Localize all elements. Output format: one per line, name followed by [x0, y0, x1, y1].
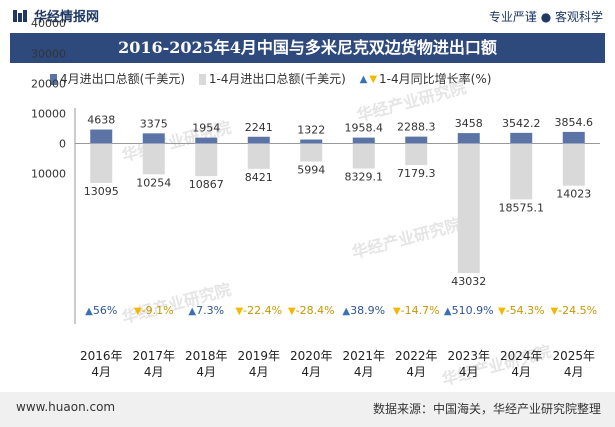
x-tick-label: 4月 [196, 365, 216, 379]
legend-cumulative-swatch [198, 74, 206, 85]
cumulative-bar [510, 143, 533, 200]
april-value-label: 3458 [455, 117, 483, 130]
april-value-label: 2288.3 [397, 121, 436, 134]
april-bar [562, 131, 585, 144]
x-tick-label: 2021年 [342, 349, 385, 363]
april-bar [90, 129, 113, 144]
x-tick-label: 4月 [91, 365, 111, 379]
x-tick-label: 2019年 [237, 349, 280, 363]
cumulative-value-label: 43032 [451, 275, 486, 288]
cumulative-bar [405, 143, 428, 166]
x-tick-label: 4月 [301, 365, 321, 379]
april-value-label: 1958.4 [345, 122, 384, 135]
april-value-label: 3542.2 [502, 117, 541, 130]
legend: 4月进出口总额(千美元) 1-4月进出口总额(千美元) ▲ ▼ 1-4月同比增长率(… [50, 70, 501, 87]
growth-label: ▲38.9% [342, 304, 385, 317]
x-tick-label: 4月 [459, 365, 479, 379]
x-tick-label: 4月 [564, 365, 584, 379]
growth-label: ▼-9.1% [134, 304, 174, 317]
x-tick-label: 2024年 [500, 349, 543, 363]
x-tick-label: 4月 [144, 365, 164, 379]
legend-growth-label: 1-4月同比增长率(%) [379, 72, 492, 86]
april-bar [510, 132, 533, 144]
cumulative-value-label: 7179.3 [397, 167, 436, 180]
april-bar [142, 133, 165, 144]
april-value-label: 1954 [192, 122, 220, 135]
site-url: www.huaon.com [16, 400, 116, 414]
cumulative-value-label: 18575.1 [499, 201, 545, 214]
april-bar [247, 136, 270, 144]
chart-title: 2016-2025年4月中国与多米尼克双边货物进出口额 [118, 38, 497, 57]
x-tick-label: 4月 [511, 365, 531, 379]
legend-growth: ▲ ▼ 1-4月同比增长率(%) [360, 70, 492, 87]
april-value-label: 3375 [140, 117, 168, 130]
x-tick-label: 2022年 [395, 349, 438, 363]
y-tick-label: 10000 [31, 168, 66, 181]
triangle-down-icon: ▼ [369, 74, 378, 85]
x-tick-label: 2023年 [447, 349, 490, 363]
cumulative-bar [195, 143, 218, 177]
x-tick-label: 2018年 [185, 349, 228, 363]
x-tick-label: 4月 [406, 365, 426, 379]
growth-label: ▼-22.4% [235, 304, 282, 317]
x-tick-label: 4月 [249, 365, 269, 379]
cumulative-bar [457, 143, 480, 273]
cumulative-bar [142, 143, 165, 175]
growth-label: ▲510.9% [444, 304, 494, 317]
growth-label: ▼-54.3% [498, 304, 545, 317]
cumulative-bar [300, 143, 323, 162]
april-bar [195, 137, 218, 144]
growth-label: ▼-28.4% [288, 304, 335, 317]
growth-label: ▼-24.5% [550, 304, 597, 317]
april-value-label: 4638 [87, 114, 115, 127]
y-tick-label: 20000 [31, 77, 66, 90]
legend-cumulative: 1-4月进出口总额(千美元) [198, 70, 346, 87]
growth-label: ▲7.3% [188, 304, 224, 317]
triangle-up-icon: ▲ [359, 74, 368, 85]
y-tick-label: 0 [59, 138, 66, 151]
april-value-label: 3854.6 [555, 116, 594, 129]
x-tick-label: 2016年 [80, 349, 123, 363]
tagline: 专业严谨 ● 客观科学 [488, 10, 603, 24]
april-value-label: 2241 [245, 121, 273, 134]
cumulative-value-label: 8421 [245, 171, 273, 184]
april-bar [300, 139, 323, 144]
cumulative-bar [247, 143, 270, 169]
cumulative-bar [352, 143, 375, 169]
y-tick-label: 40000 [31, 17, 66, 30]
data-source: 数据来源：中国海关，华经产业研究院整理 [372, 402, 601, 416]
legend-april: 4月进出口总额(千美元) [50, 70, 185, 87]
title-bar: 2016-2025年4月中国与多米尼克双边货物进出口额 [10, 33, 605, 63]
x-tick-label: 2017年 [132, 349, 175, 363]
cumulative-value-label: 10867 [189, 178, 224, 191]
cumulative-value-label: 5994 [297, 164, 325, 177]
y-tick-label: 30000 [31, 47, 66, 60]
april-bar [352, 137, 375, 144]
header: 华经情报网 专业严谨 ● 客观科学 [0, 0, 615, 32]
x-tick-label: 4月 [354, 365, 374, 379]
y-tick-label: 10000 [31, 107, 66, 120]
april-value-label: 1322 [297, 124, 325, 137]
cumulative-value-label: 14023 [556, 188, 591, 201]
growth-label: ▲56% [85, 304, 117, 317]
cumulative-value-label: 13095 [84, 185, 119, 198]
growth-label: ▼-14.7% [393, 304, 440, 317]
legend-april-label: 4月进出口总额(千美元) [60, 72, 185, 86]
chart: 1000001000020000300004000050000600004638… [31, 0, 600, 379]
brand-name: 华经情报网 [34, 10, 100, 25]
legend-april-swatch [50, 74, 57, 85]
april-bar [457, 133, 480, 144]
april-bar [405, 136, 428, 144]
footer: www.huaon.com 数据来源：中国海关，华经产业研究院整理 [0, 392, 615, 427]
logo-icon [13, 10, 27, 22]
cumulative-bar [90, 143, 113, 183]
cumulative-value-label: 10254 [136, 176, 171, 189]
cumulative-value-label: 8329.1 [345, 171, 384, 184]
cumulative-bar [562, 143, 585, 186]
legend-cumulative-label: 1-4月进出口总额(千美元) [208, 72, 346, 86]
x-tick-label: 2025年 [552, 349, 595, 363]
x-tick-label: 2020年 [290, 349, 333, 363]
